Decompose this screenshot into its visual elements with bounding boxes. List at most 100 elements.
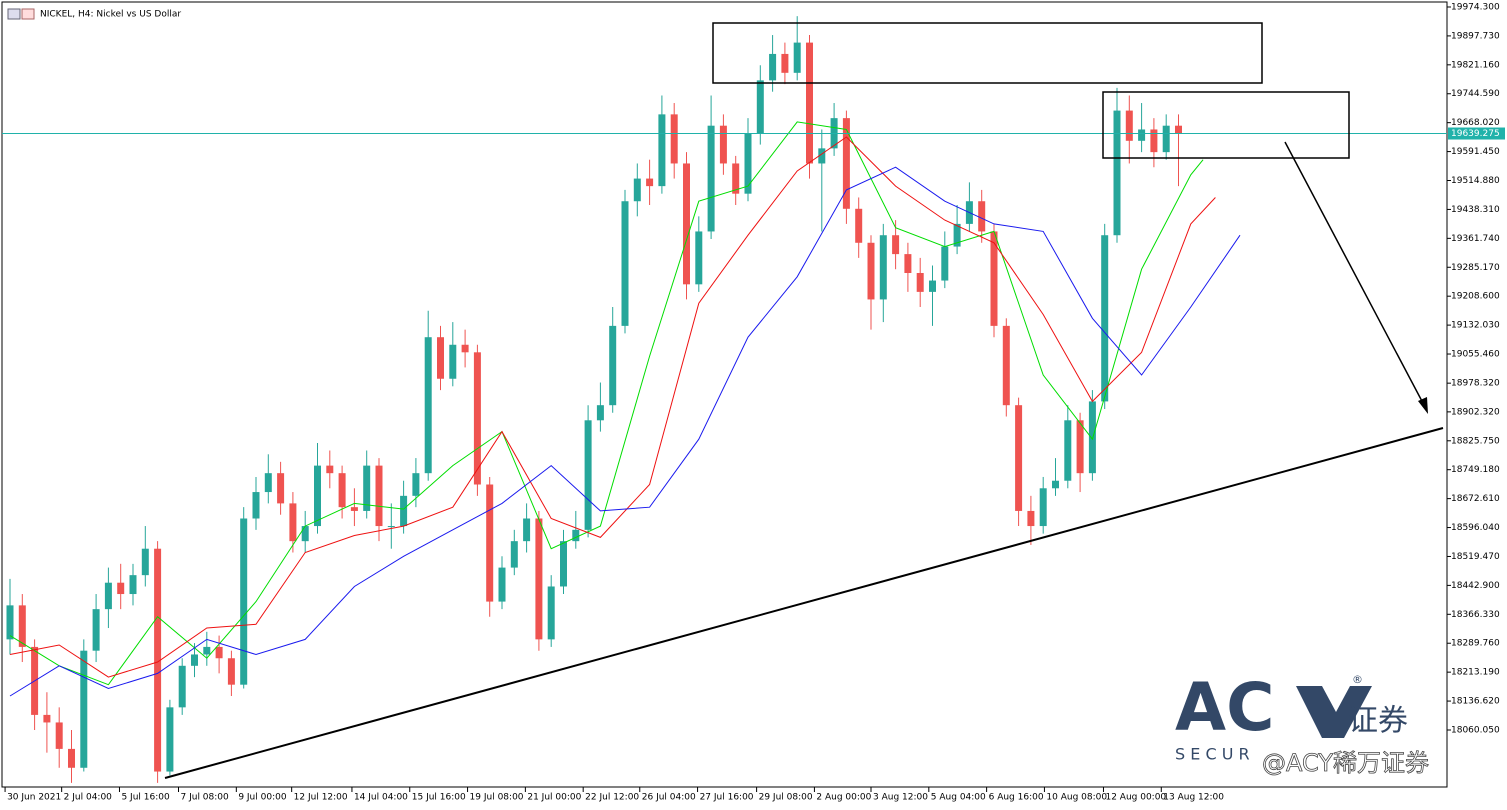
candle-body (670, 114, 678, 164)
candle-body (166, 707, 174, 772)
watermark-reg: ® (1352, 673, 1363, 686)
watermark: AC ® 证券 S E C U R @ACY稀万证券 (1175, 669, 1429, 777)
x-tick-label: 9 Jul 00:00 (238, 793, 287, 803)
resistance-box (1102, 91, 1350, 159)
x-tick-label: 5 Aug 04:00 (931, 793, 986, 803)
candle-body (683, 163, 690, 285)
arrow (1284, 141, 1425, 406)
candle-body (756, 80, 764, 134)
y-tick-label: 18213.190 (1451, 668, 1500, 678)
x-tick-label: 29 Jul 08:00 (759, 793, 813, 803)
candle-body (633, 178, 641, 202)
candle-body (1015, 405, 1023, 511)
chart-icon (21, 8, 35, 20)
candle-body (412, 473, 420, 496)
candle-body (437, 337, 444, 379)
y-tick-label: 18366.330 (1451, 610, 1500, 620)
x-tick-label: 2 Aug 00:00 (816, 793, 871, 803)
candle-body (1113, 110, 1121, 236)
y-tick-label: 18978.320 (1451, 379, 1500, 389)
candle-body (449, 344, 457, 379)
x-tick-label: 19 Jul 08:00 (470, 793, 524, 803)
candle-body (338, 473, 346, 508)
candle-body (510, 541, 518, 568)
candle-body (1039, 488, 1047, 527)
y-tick-label: 19591.450 (1451, 147, 1500, 157)
x-tick-label: 14 Jul 04:00 (354, 793, 408, 803)
candle-body (621, 201, 629, 326)
chart-title: NICKEL, H4: Nickel vs US Dollar (40, 10, 181, 20)
watermark-cn: 证券 (1348, 704, 1408, 739)
y-tick-label: 18519.470 (1451, 552, 1500, 562)
y-tick-label: 19438.310 (1451, 205, 1500, 215)
x-tick-label: 15 Jul 16:00 (412, 793, 466, 803)
candle-body (375, 465, 383, 527)
candle-body (264, 473, 272, 493)
candle-body (154, 548, 162, 772)
y-tick-label: 18672.610 (1451, 494, 1500, 504)
watermark-mark (1296, 686, 1372, 738)
candle-body (879, 235, 887, 300)
candle-body (584, 420, 592, 530)
candle-body (326, 465, 334, 474)
y-tick-label: 18060.050 (1451, 725, 1500, 735)
candle-body (867, 242, 875, 300)
candle-body (560, 541, 567, 587)
y-tick-label: 19285.170 (1451, 263, 1500, 273)
candle-body (892, 235, 900, 255)
candle-body (55, 722, 63, 749)
candle-body (68, 748, 75, 768)
candle-body (781, 53, 789, 73)
candle-body (314, 465, 321, 527)
price-label-box (1448, 127, 1505, 140)
candle-body (842, 118, 850, 209)
candle-body (953, 223, 961, 247)
plot (2, 16, 1447, 783)
candle-body (227, 658, 235, 685)
candle-body (744, 133, 752, 194)
candle-body (719, 125, 727, 164)
y-tick-label: 18136.620 (1451, 697, 1500, 707)
candle-body (916, 272, 924, 292)
candle-body (400, 495, 408, 527)
candle-body (178, 665, 186, 708)
candle-body (929, 280, 936, 292)
candle-body (350, 507, 358, 511)
candle-body (129, 575, 137, 595)
watermark-handle: @ACY稀万证券 (1262, 749, 1429, 777)
trend-line (164, 427, 1444, 779)
moving-average (9, 136, 1216, 678)
candle-body (43, 714, 51, 723)
y-tick-label: 19055.460 (1451, 350, 1500, 360)
candle-body (695, 231, 703, 285)
y-tick-label: 18749.180 (1451, 465, 1500, 475)
x-tick-label: 30 Jun 2021 (7, 793, 61, 803)
candle-body (1027, 510, 1035, 527)
candle-body (215, 646, 223, 659)
candle-body (1150, 129, 1158, 153)
candle-body (1002, 325, 1010, 406)
candle-body (941, 246, 949, 281)
candle-body (363, 465, 371, 511)
candle-body (80, 650, 88, 768)
x-tick-label: 12 Jul 12:00 (294, 793, 348, 803)
candle-body (769, 53, 777, 81)
x-tick-label: 5 Jul 16:00 (121, 793, 170, 803)
arrow-head (1418, 397, 1428, 414)
candle-body (978, 201, 986, 232)
candle-body (104, 582, 112, 610)
y-tick-label: 19208.600 (1451, 292, 1500, 302)
x-tick-label: 21 Jul 00:00 (527, 793, 581, 803)
y-tick-label: 19514.880 (1451, 176, 1500, 186)
candle-body (461, 344, 469, 353)
watermark-sub: S E C U R (1175, 745, 1250, 764)
candle-body (1088, 401, 1096, 474)
candle-body (646, 178, 654, 187)
x-tick-label: 27 Jul 16:00 (700, 793, 754, 803)
candle-body (535, 518, 543, 640)
y-tick-label: 18442.900 (1451, 581, 1500, 591)
candle-body (424, 337, 432, 474)
y-tick-label: 19897.730 (1451, 31, 1500, 41)
candle-body (596, 405, 604, 421)
